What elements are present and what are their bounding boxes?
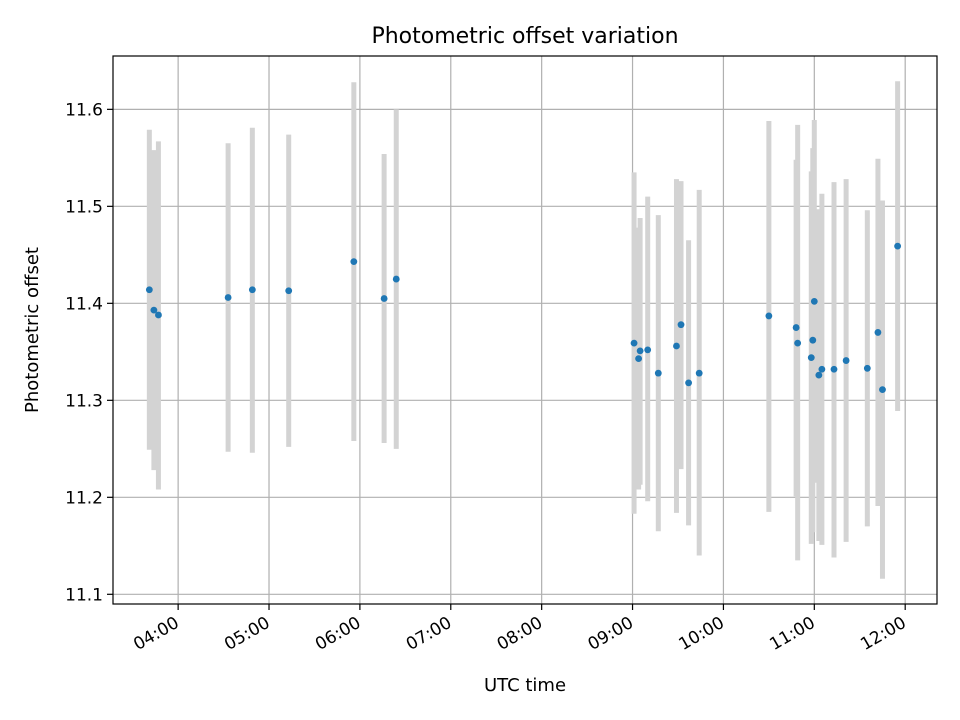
y-tick-label: 11.1 xyxy=(65,585,103,605)
data-point xyxy=(644,346,652,354)
plot-frame xyxy=(112,55,938,605)
y-tick-label: 11.2 xyxy=(65,488,103,508)
data-point xyxy=(807,354,815,362)
data-point xyxy=(224,294,232,301)
data-points xyxy=(145,242,902,394)
y-axis: 11.1 11.2 11.3 11.4 11.5 11.6 xyxy=(65,100,113,605)
y-tick-label: 11.4 xyxy=(65,294,103,314)
data-point xyxy=(630,339,638,347)
x-axis-label: UTC time xyxy=(484,675,566,696)
data-point xyxy=(145,286,153,294)
data-point xyxy=(894,242,902,250)
data-point xyxy=(685,379,692,387)
data-point xyxy=(815,371,823,379)
data-point xyxy=(874,329,882,336)
data-point xyxy=(809,336,817,344)
data-point xyxy=(818,365,826,373)
y-tick-label: 11.5 xyxy=(65,197,103,217)
data-point xyxy=(695,369,703,377)
data-point xyxy=(677,321,685,329)
data-point xyxy=(794,339,802,347)
data-point xyxy=(654,369,662,377)
data-point xyxy=(792,324,800,331)
data-point xyxy=(392,275,400,283)
data-point xyxy=(842,357,850,364)
data-point xyxy=(155,311,162,319)
data-point xyxy=(765,312,773,320)
data-point xyxy=(380,295,388,302)
data-point xyxy=(830,365,838,373)
data-point xyxy=(150,306,158,314)
chart-title: Photometric offset variation xyxy=(371,24,678,49)
data-point xyxy=(810,297,818,305)
y-tick-label: 11.3 xyxy=(65,391,103,411)
data-point xyxy=(673,342,680,350)
data-point xyxy=(285,287,293,295)
data-point xyxy=(635,355,643,363)
data-point xyxy=(879,386,886,394)
y-tick-label: 11.6 xyxy=(65,100,103,120)
data-point xyxy=(248,286,256,294)
data-point xyxy=(863,364,871,372)
data-point xyxy=(636,347,644,355)
data-point xyxy=(350,258,358,266)
y-axis-label: Photometric offset xyxy=(22,247,43,413)
